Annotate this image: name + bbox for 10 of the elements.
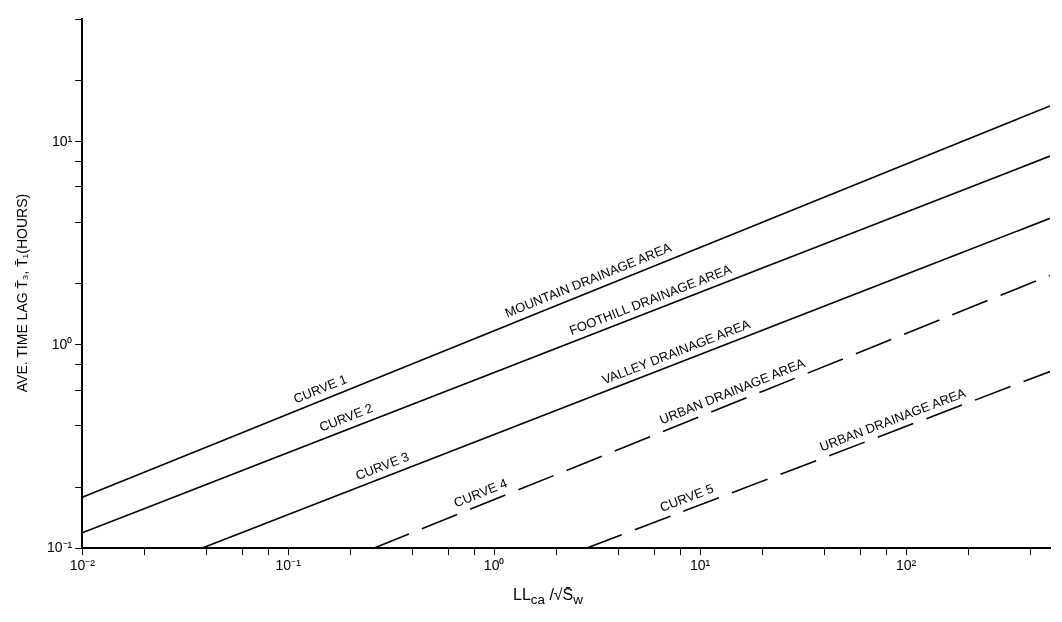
y-tick-label: 10⁻¹ (47, 539, 73, 556)
x-tick-label: 10⁰ (483, 557, 505, 574)
x-tick-label: 10⁻² (69, 557, 96, 574)
y-tick-label: 10⁰ (51, 335, 73, 352)
x-tick-label: 10² (895, 557, 917, 574)
x-tick-label: 10¹ (689, 557, 711, 574)
x-axis-title: LL$_{ca}$ /√S̄$_{w}$ (513, 586, 583, 608)
x-tick-label: 10⁻¹ (275, 557, 302, 574)
y-axis-title: AVE. TIME LAG T̄₃, T̄₁(HOURS) (14, 193, 30, 393)
y-tick-label: 10¹ (52, 132, 73, 149)
